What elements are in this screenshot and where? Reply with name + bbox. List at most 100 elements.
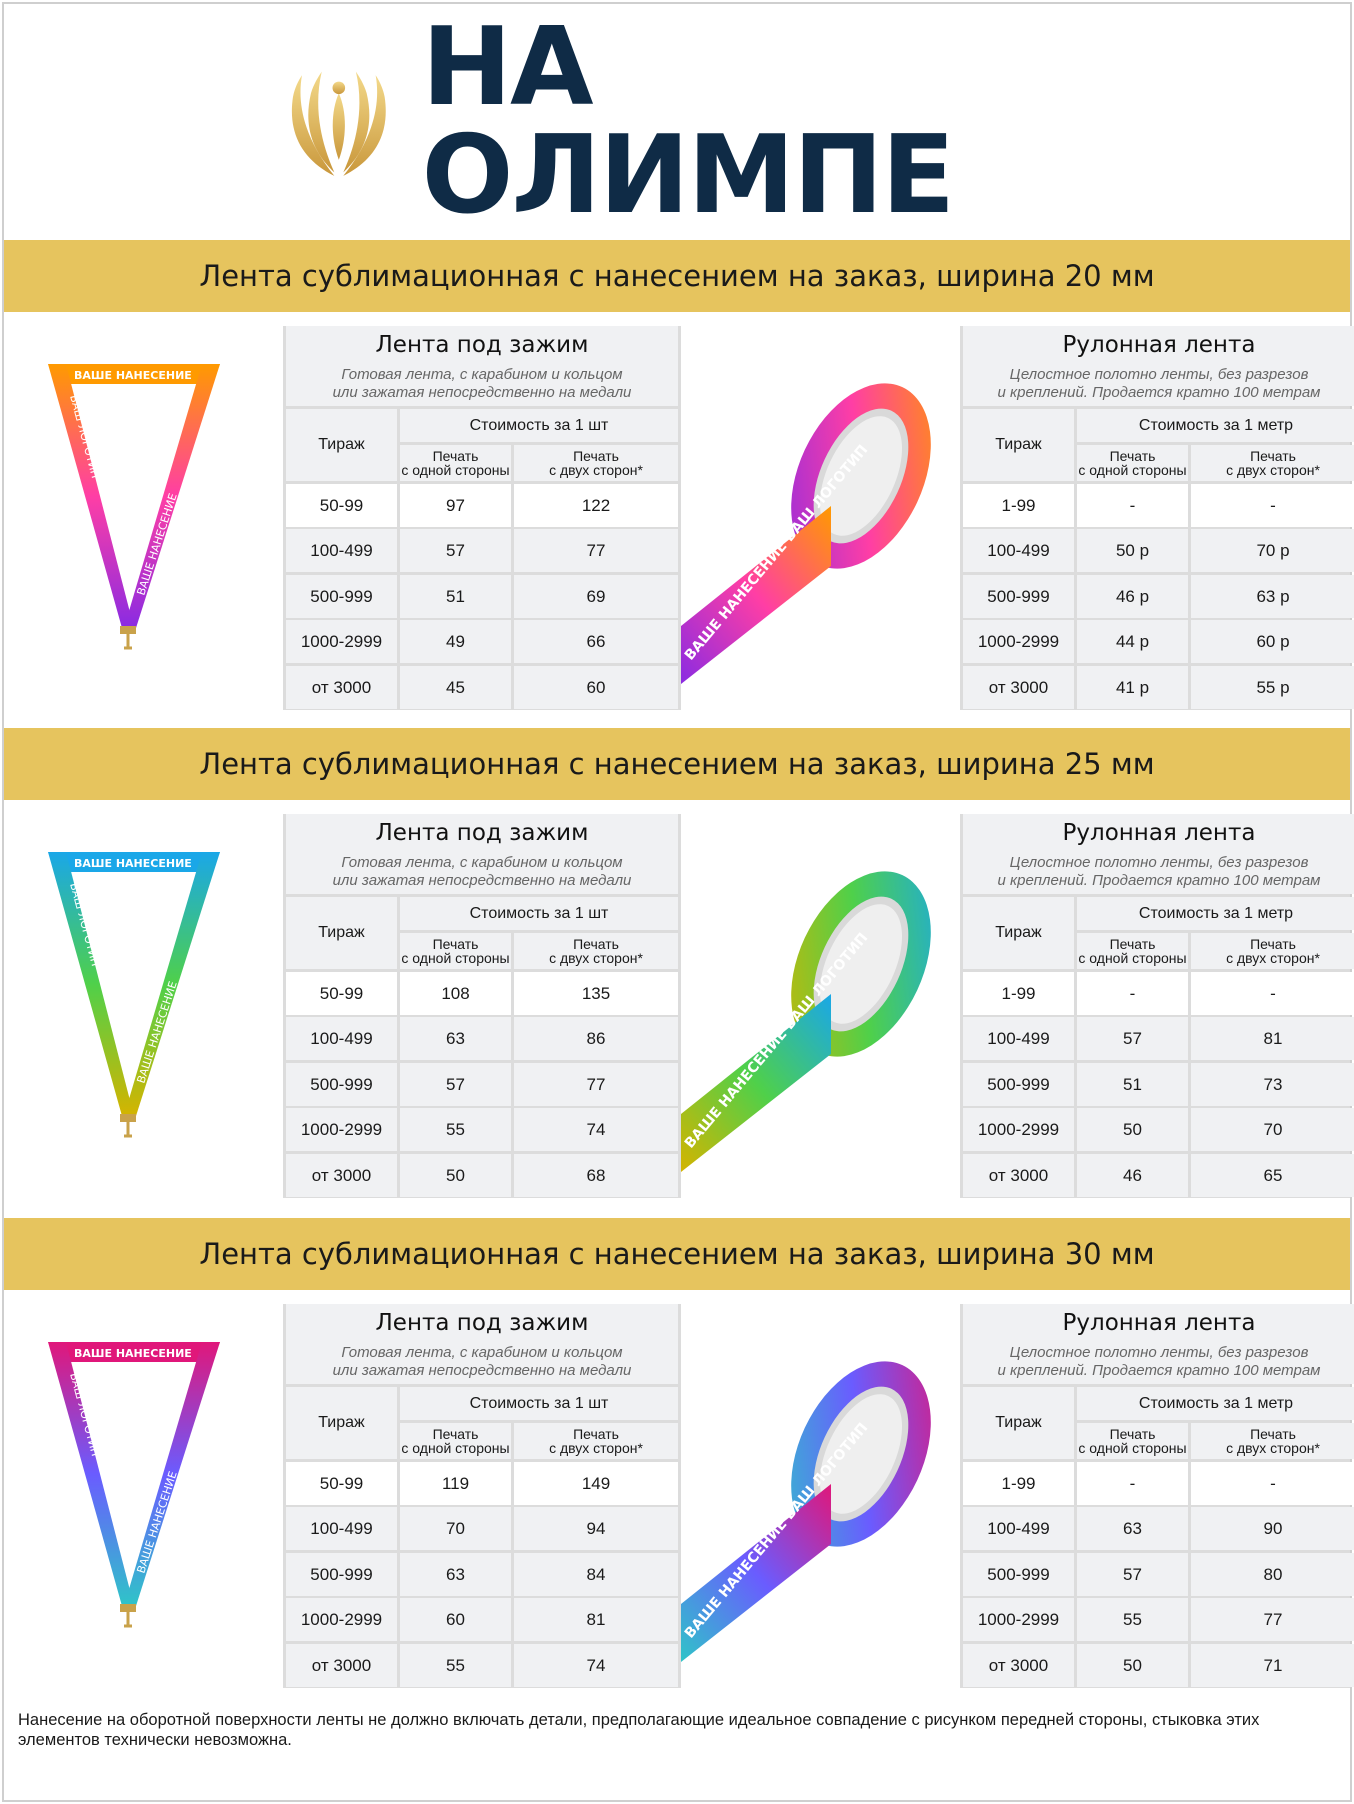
lanyard-illustration: ВАШЕ НАНЕСЕНИЕ ВАШ ЛОГОТИП ВАШЕ НАНЕСЕНИ… [48,1342,220,1628]
table-cell-two-sides: 77 [1191,1598,1354,1641]
table-row-tirazh: 500-999 [963,1553,1074,1596]
col-tirazh-header: Тираж [286,1387,397,1459]
table-header [963,326,1354,406]
price-header: Стоимость за 1 метр [1077,1387,1354,1420]
lanyard-image: ВАШЕ НАНЕСЕНИЕ ВАШ ЛОГОТИП ВАШЕ НАНЕСЕНИ… [4,1304,283,1688]
roll-image: ВАШЕ НАНЕСЕНИЕ ВАШ ЛОГОТИП [681,326,960,710]
table-cell-two-sides: 94 [514,1507,678,1550]
lanyard-image: ВАШЕ НАНЕСЕНИЕ ВАШ ЛОГОТИП ВАШЕ НАНЕСЕНИ… [4,326,283,710]
col-two-sides-header: Печать с двух сторон* [1191,933,1354,969]
lanyard-image: ВАШЕ НАНЕСЕНИЕ ВАШ ЛОГОТИП ВАШЕ НАНЕСЕНИ… [4,814,283,1198]
price-header: Стоимость за 1 метр [1077,897,1354,930]
table-cell-two-sides: - [1191,1462,1354,1505]
table-subtitle: Готовая лента, с карабином и кольцом или … [332,1344,632,1379]
roll-illustration: ВАШЕ НАНЕСЕНИЕ ВАШ ЛОГОТИП [681,871,931,1172]
col-tirazh-header: Тираж [286,897,397,969]
lanyard-text: ВАШЕ НАНЕСЕНИЕ [134,1470,179,1575]
col-one-side-header: Печать с одной стороны [400,445,511,481]
table-cell-one-side: 49 [400,620,511,663]
table-cell-one-side: 57 [400,1063,511,1106]
table-cell-one-side: 51 [1077,1063,1188,1106]
price-header: Стоимость за 1 шт [400,1387,678,1420]
table-row-tirazh: 100-499 [963,1017,1074,1060]
footer-note: Нанесение на оборотной поверхности ленты… [4,1690,1350,1798]
roll-image: ВАШЕ НАНЕСЕНИЕ ВАШ ЛОГОТИП [681,1304,960,1688]
table-row-tirazh: 1-99 [963,1462,1074,1505]
table-cell-one-side: 51 [400,575,511,618]
table-row-tirazh: 1000-2999 [286,1108,397,1151]
table-row-tirazh: 1000-2999 [286,620,397,663]
table-cell-two-sides: 63 р [1191,575,1354,618]
col-tirazh-header: Тираж [286,409,397,481]
lanyard-text: ВАШЕ НАНЕСЕНИЕ [74,369,192,382]
table-cell-one-side: 46 р [1077,575,1188,618]
table-row-tirazh: 50-99 [286,484,397,527]
table-cell-two-sides: 69 [514,575,678,618]
table-cell-two-sides: 74 [514,1108,678,1151]
table-cell-one-side: 63 [400,1553,511,1596]
table-cell-one-side: 97 [400,484,511,527]
lanyard-text: ВАШЕ НАНЕСЕНИЕ [74,857,192,870]
brand-name: НА ОЛИМПЕ [421,5,956,238]
lanyard-illustration: ВАШЕ НАНЕСЕНИЕ ВАШ ЛОГОТИП ВАШЕ НАНЕСЕНИ… [48,852,220,1138]
lanyard-text: ВАШЕ НАНЕСЕНИЕ [134,980,179,1085]
roll-illustration: ВАШЕ НАНЕСЕНИЕ ВАШ ЛОГОТИП [681,1361,931,1662]
table-cell-two-sides: 70 р [1191,529,1354,572]
table-cell-one-side: 41 р [1077,666,1188,709]
table-cell-one-side: 50 [1077,1644,1188,1687]
table-cell-one-side: 44 р [1077,620,1188,663]
table-row-tirazh: 50-99 [286,1462,397,1505]
table-row-tirazh: 500-999 [286,1553,397,1596]
table-row-tirazh: 1000-2999 [963,1598,1074,1641]
table-subtitle: Целостное полотно ленты, без разрезов и к… [997,366,1321,401]
clip-ribbon-table: Лента под зажим Готовая лента, с карабин… [286,814,678,1198]
section-content: ВАШЕ НАНЕСЕНИЕ ВАШ ЛОГОТИП ВАШЕ НАНЕСЕНИ… [4,814,1354,1198]
table-subtitle: Целостное полотно ленты, без разрезов и к… [997,1344,1321,1379]
price-header: Стоимость за 1 шт [400,897,678,930]
footer-note-text: Нанесение на оборотной поверхности ленты… [18,1711,1260,1749]
price-header: Стоимость за 1 шт [400,409,678,442]
table-cell-two-sides: 74 [514,1644,678,1687]
table-row-tirazh: 500-999 [286,1063,397,1106]
table-row-tirazh: от 3000 [963,1644,1074,1687]
table-cell-two-sides: 66 [514,620,678,663]
table-cell-two-sides: 60 [514,666,678,709]
table-cell-one-side: 57 [400,529,511,572]
brand-logo: НА ОЛИМПЕ [284,14,1084,230]
col-one-side-header: Печать с одной стороны [400,1423,511,1459]
table-row-tirazh: 50-99 [286,972,397,1015]
table-row-tirazh: от 3000 [963,1154,1074,1197]
clip-ribbon-table: Лента под зажим Готовая лента, с карабин… [286,326,678,710]
table-subtitle: Готовая лента, с карабином и кольцом или … [332,854,632,889]
table-cell-one-side: 45 [400,666,511,709]
col-two-sides-header: Печать с двух сторон* [514,933,678,969]
table-header [963,814,1354,894]
clip-ribbon-table: Лента под зажим Готовая лента, с карабин… [286,1304,678,1688]
table-cell-one-side: 55 [1077,1598,1188,1641]
col-two-sides-header: Печать с двух сторон* [514,1423,678,1459]
table-header [286,326,678,406]
table-title: Лента под зажим [375,332,589,358]
table-row-tirazh: 1000-2999 [963,620,1074,663]
col-one-side-header: Печать с одной стороны [400,933,511,969]
table-cell-one-side: 57 [1077,1017,1188,1060]
table-cell-one-side: 57 [1077,1553,1188,1596]
table-cell-one-side: 60 [400,1598,511,1641]
roll-ribbon-table: Рулонная лента Целостное полотно ленты, … [963,814,1354,1198]
col-one-side-header: Печать с одной стороны [1077,933,1188,969]
table-header [286,814,678,894]
col-tirazh-header: Тираж [963,409,1074,481]
table-row-tirazh: от 3000 [286,666,397,709]
table-row-tirazh: 100-499 [286,1507,397,1550]
table-cell-one-side: 63 [1077,1507,1188,1550]
table-cell-two-sides: - [1191,972,1354,1015]
section-content: ВАШЕ НАНЕСЕНИЕ ВАШ ЛОГОТИП ВАШЕ НАНЕСЕНИ… [4,326,1354,710]
table-cell-two-sides: 81 [514,1598,678,1641]
col-tirazh-header: Тираж [963,897,1074,969]
table-cell-one-side: 50 р [1077,529,1188,572]
ribbon-section: Лента сублимационная с нанесением на зак… [4,728,1354,1214]
lanyard-illustration: ВАШЕ НАНЕСЕНИЕ ВАШ ЛОГОТИП ВАШЕ НАНЕСЕНИ… [48,364,220,650]
col-two-sides-header: Печать с двух сторон* [514,445,678,481]
table-row-tirazh: 1000-2999 [963,1108,1074,1151]
table-cell-one-side: 119 [400,1462,511,1505]
